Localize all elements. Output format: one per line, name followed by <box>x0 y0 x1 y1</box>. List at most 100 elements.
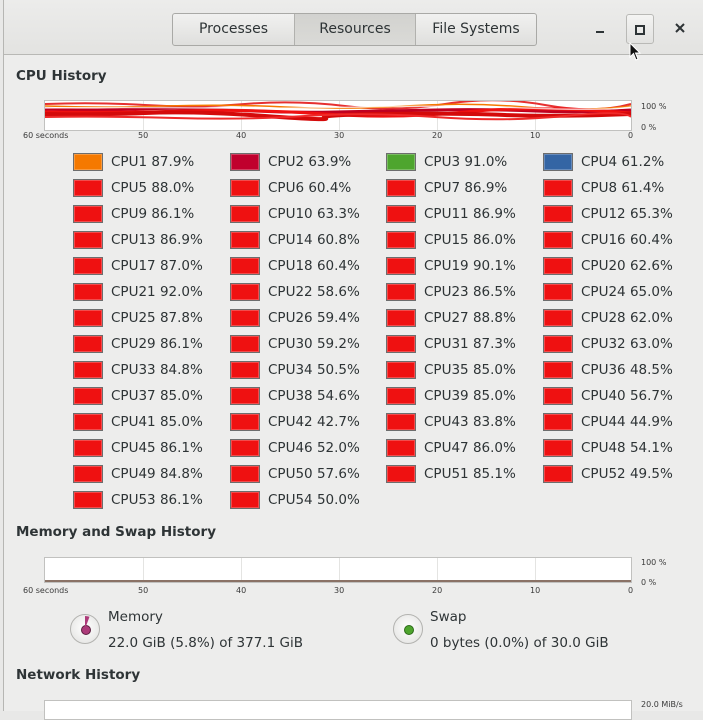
cpu-name: CPU48 <box>581 440 626 456</box>
cpu-color-swatch[interactable] <box>543 205 573 223</box>
cpu-color-swatch[interactable] <box>73 205 103 223</box>
cpu-legend-item: CPU42 42.7% <box>230 411 360 433</box>
cpu-name: CPU41 <box>111 414 156 430</box>
cpu-color-swatch[interactable] <box>386 153 416 171</box>
tab-resources[interactable]: Resources <box>295 14 416 45</box>
minimize-button[interactable] <box>586 14 614 44</box>
cpu-color-swatch[interactable] <box>386 335 416 353</box>
cpu-color-swatch[interactable] <box>230 283 260 301</box>
cpu-percent: 54.6% <box>316 388 360 404</box>
cpu-name: CPU6 <box>268 180 305 196</box>
cpu-name: CPU7 <box>424 180 461 196</box>
cpu-color-swatch[interactable] <box>230 205 260 223</box>
cpu-legend-item: CPU15 86.0% <box>386 229 516 251</box>
cpu-color-swatch[interactable] <box>73 361 103 379</box>
cpu-percent: 44.9% <box>629 414 673 430</box>
cpu-color-swatch[interactable] <box>386 231 416 249</box>
cpu-legend-item: CPU10 63.3% <box>230 203 360 225</box>
cpu-color-swatch[interactable] <box>73 309 103 327</box>
cpu-color-swatch[interactable] <box>543 439 573 457</box>
cpu-color-swatch[interactable] <box>73 387 103 405</box>
cpu-color-swatch[interactable] <box>386 439 416 457</box>
cpu-color-swatch[interactable] <box>543 361 573 379</box>
cpu-color-swatch[interactable] <box>386 465 416 483</box>
memory-x-label: 40 <box>236 586 247 595</box>
cpu-legend-item: CPU16 60.4% <box>543 229 673 251</box>
cpu-color-swatch[interactable] <box>73 257 103 275</box>
network-y-label-max: 20.0 MiB/s <box>641 700 683 709</box>
cpu-color-swatch[interactable] <box>543 465 573 483</box>
cpu-color-swatch[interactable] <box>73 335 103 353</box>
cpu-legend-item: CPU7 86.9% <box>386 177 507 199</box>
cpu-color-swatch[interactable] <box>543 179 573 197</box>
cpu-legend-item: CPU2 63.9% <box>230 151 351 173</box>
cpu-color-swatch[interactable] <box>543 335 573 353</box>
cpu-color-swatch[interactable] <box>386 257 416 275</box>
cpu-color-swatch[interactable] <box>386 361 416 379</box>
cpu-color-swatch[interactable] <box>73 465 103 483</box>
cpu-color-swatch[interactable] <box>386 413 416 431</box>
cpu-color-swatch[interactable] <box>543 153 573 171</box>
cpu-percent: 85.0% <box>159 414 203 430</box>
maximize-button[interactable] <box>626 14 654 44</box>
cpu-color-swatch[interactable] <box>230 465 260 483</box>
cpu-color-swatch[interactable] <box>73 413 103 431</box>
cpu-name: CPU36 <box>581 362 626 378</box>
cpu-label: CPU16 60.4% <box>581 232 673 248</box>
cpu-legend-item: CPU32 63.0% <box>543 333 673 355</box>
cpu-color-swatch[interactable] <box>543 413 573 431</box>
cpu-percent: 85.0% <box>159 388 203 404</box>
cpu-color-swatch[interactable] <box>230 179 260 197</box>
cpu-color-swatch[interactable] <box>543 283 573 301</box>
tab-processes[interactable]: Processes <box>173 14 295 45</box>
cpu-color-swatch[interactable] <box>230 413 260 431</box>
cpu-color-swatch[interactable] <box>73 283 103 301</box>
cpu-color-swatch[interactable] <box>230 231 260 249</box>
cpu-color-swatch[interactable] <box>230 309 260 327</box>
cpu-color-swatch[interactable] <box>543 231 573 249</box>
cpu-legend-item: CPU39 85.0% <box>386 385 516 407</box>
cpu-name: CPU33 <box>111 362 156 378</box>
cpu-color-swatch[interactable] <box>230 361 260 379</box>
tab-file-systems[interactable]: File Systems <box>432 21 520 37</box>
cpu-color-swatch[interactable] <box>386 205 416 223</box>
cpu-label: CPU33 84.8% <box>111 362 203 378</box>
cpu-label: CPU19 90.1% <box>424 258 516 274</box>
cpu-color-swatch[interactable] <box>543 257 573 275</box>
cpu-color-swatch[interactable] <box>543 387 573 405</box>
cpu-percent: 60.4% <box>308 180 352 196</box>
cpu-color-swatch[interactable] <box>230 335 260 353</box>
cpu-color-swatch[interactable] <box>230 257 260 275</box>
cpu-color-swatch[interactable] <box>73 439 103 457</box>
cpu-legend-item: CPU38 54.6% <box>230 385 360 407</box>
cpu-color-swatch[interactable] <box>230 439 260 457</box>
cpu-color-swatch[interactable] <box>386 309 416 327</box>
memory-history-title: Memory and Swap History <box>16 524 216 540</box>
cpu-percent: 63.3% <box>316 206 360 222</box>
cpu-legend-item: CPU52 49.5% <box>543 463 673 485</box>
cpu-color-swatch[interactable] <box>73 491 103 509</box>
cpu-label: CPU14 60.8% <box>268 232 360 248</box>
cpu-legend-item: CPU11 86.9% <box>386 203 516 225</box>
cpu-label: CPU32 63.0% <box>581 336 673 352</box>
cpu-color-swatch[interactable] <box>230 387 260 405</box>
cpu-name: CPU42 <box>268 414 313 430</box>
cpu-color-swatch[interactable] <box>386 179 416 197</box>
cpu-percent: 88.8% <box>472 310 516 326</box>
close-button[interactable] <box>666 14 694 44</box>
cpu-color-swatch[interactable] <box>543 309 573 327</box>
cpu-color-swatch[interactable] <box>73 179 103 197</box>
cpu-color-swatch[interactable] <box>73 153 103 171</box>
swap-color-picker[interactable] <box>393 614 423 644</box>
memory-color-picker[interactable] <box>70 614 100 644</box>
cpu-percent: 56.7% <box>629 388 673 404</box>
cpu-name: CPU2 <box>268 154 305 170</box>
cpu-color-swatch[interactable] <box>230 153 260 171</box>
cpu-color-swatch[interactable] <box>230 491 260 509</box>
cpu-color-swatch[interactable] <box>73 231 103 249</box>
cpu-legend-item: CPU4 61.2% <box>543 151 664 173</box>
cpu-legend-item: CPU28 62.0% <box>543 307 673 329</box>
cpu-legend-item: CPU44 44.9% <box>543 411 673 433</box>
cpu-color-swatch[interactable] <box>386 387 416 405</box>
cpu-color-swatch[interactable] <box>386 283 416 301</box>
